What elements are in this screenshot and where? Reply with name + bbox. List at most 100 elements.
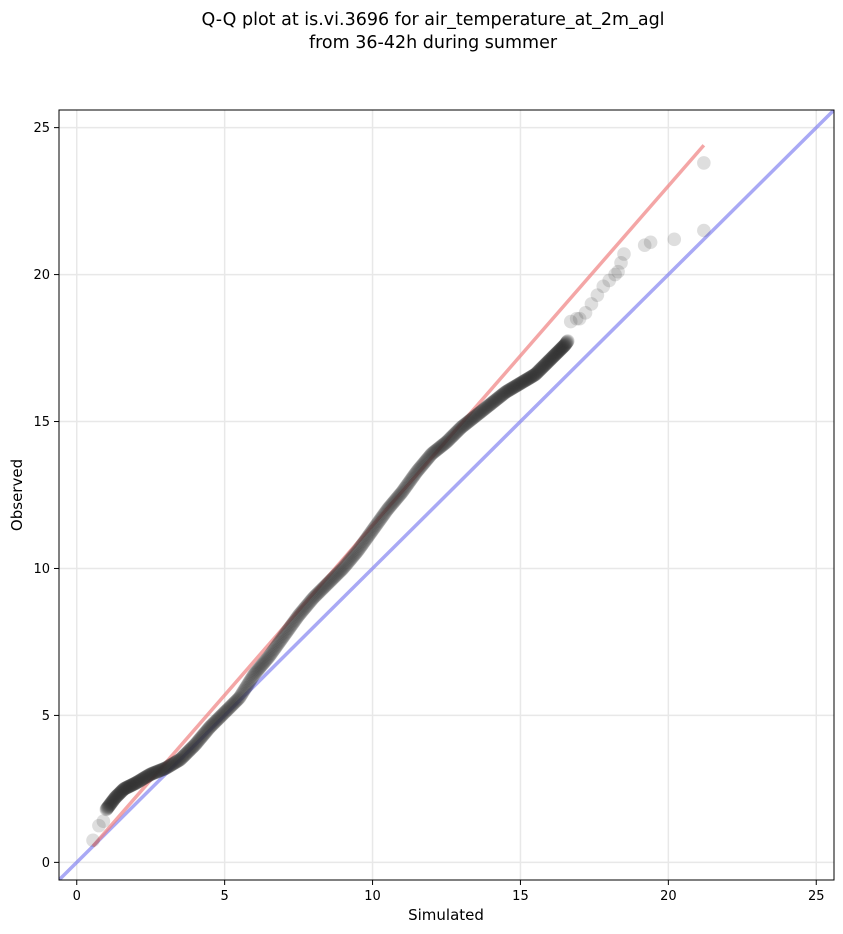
qq-point xyxy=(405,471,419,486)
qq-point xyxy=(131,774,146,789)
qq-point xyxy=(116,782,131,797)
qq-point xyxy=(285,617,300,632)
qq-point xyxy=(143,767,158,782)
qq-point xyxy=(470,408,484,422)
qq-point xyxy=(464,412,479,427)
qq-point xyxy=(192,732,207,747)
qq-point xyxy=(194,730,209,745)
qq-point-tail xyxy=(611,264,625,279)
qq-point xyxy=(233,689,248,703)
qq-point xyxy=(215,708,229,722)
qq-point xyxy=(287,614,301,629)
qq-point xyxy=(348,547,362,561)
qq-point xyxy=(177,749,191,763)
qq-point xyxy=(232,690,247,705)
qq-point xyxy=(230,692,245,707)
qq-point xyxy=(436,437,451,452)
qq-point xyxy=(103,797,118,812)
qq-point xyxy=(153,763,168,778)
qq-point xyxy=(267,642,282,657)
qq-point xyxy=(338,558,353,573)
qq-point xyxy=(157,762,171,776)
qq-point xyxy=(184,741,199,756)
qq-point xyxy=(391,490,405,504)
qq-point xyxy=(411,463,426,477)
qq-point-tail xyxy=(614,256,628,270)
qq-point xyxy=(149,765,163,779)
qq-point xyxy=(432,441,446,455)
qq-point xyxy=(115,784,129,798)
qq-point xyxy=(198,725,213,740)
data-points xyxy=(86,156,711,848)
fit-line xyxy=(91,144,706,848)
qq-point xyxy=(276,629,291,643)
qq-point xyxy=(528,367,543,382)
qq-point xyxy=(164,758,178,772)
qq-point xyxy=(313,584,327,598)
qq-point xyxy=(549,346,564,361)
qq-point xyxy=(376,507,391,522)
qq-point xyxy=(209,714,223,728)
qq-point xyxy=(145,766,160,781)
qq-point xyxy=(530,365,545,380)
qq-point xyxy=(305,592,320,606)
qq-point xyxy=(206,716,221,731)
qq-point xyxy=(295,604,309,619)
qq-point xyxy=(123,778,138,793)
qq-point xyxy=(543,352,558,366)
qq-point xyxy=(478,401,492,416)
qq-point xyxy=(427,444,442,459)
qq-point xyxy=(425,446,439,461)
qq-point xyxy=(254,659,269,673)
qq-point xyxy=(336,561,351,575)
qq-point xyxy=(295,603,310,618)
qq-point xyxy=(449,425,464,440)
qq-point xyxy=(537,358,551,373)
x-tick-label: 25 xyxy=(808,889,825,904)
qq-point xyxy=(165,757,179,772)
qq-point xyxy=(162,759,176,774)
qq-point xyxy=(520,372,535,386)
qq-point xyxy=(460,415,474,430)
qq-point xyxy=(204,719,218,733)
qq-point xyxy=(231,691,246,706)
qq-point xyxy=(409,465,424,479)
qq-point xyxy=(497,386,512,400)
qq-point xyxy=(160,760,174,775)
qq-point xyxy=(223,699,238,714)
qq-point xyxy=(472,406,487,420)
qq-point xyxy=(114,784,129,799)
qq-point xyxy=(106,793,120,808)
qq-point xyxy=(433,440,447,455)
qq-point xyxy=(176,749,190,764)
qq-point xyxy=(147,766,161,780)
qq-point xyxy=(365,523,380,538)
qq-point xyxy=(261,650,276,664)
qq-point xyxy=(112,786,127,801)
qq-point xyxy=(545,350,560,364)
qq-point xyxy=(557,338,572,352)
qq-point xyxy=(489,392,504,407)
qq-point xyxy=(445,429,459,444)
qq-point xyxy=(247,667,261,682)
qq-point xyxy=(130,775,145,789)
qq-point xyxy=(504,381,519,396)
qq-point xyxy=(442,432,457,446)
qq-point xyxy=(300,597,315,612)
qq-point xyxy=(200,723,214,738)
qq-point xyxy=(477,402,491,417)
qq-point xyxy=(256,656,270,671)
qq-point-tail xyxy=(563,314,578,329)
qq-point xyxy=(249,664,264,679)
qq-point xyxy=(242,675,257,689)
qq-point xyxy=(540,355,555,370)
qq-point xyxy=(500,384,515,399)
qq-point xyxy=(205,718,219,732)
qq-point xyxy=(108,791,122,805)
qq-point xyxy=(557,338,572,353)
qq-point xyxy=(345,550,359,565)
qq-point xyxy=(241,676,256,691)
qq-point xyxy=(100,800,115,815)
qq-point xyxy=(180,745,195,759)
qq-point xyxy=(139,770,153,784)
